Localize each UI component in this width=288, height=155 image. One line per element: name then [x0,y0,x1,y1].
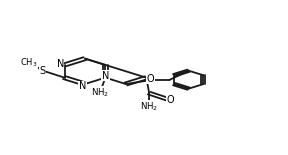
Text: O: O [147,74,154,84]
Text: O: O [167,95,175,105]
Text: S: S [40,66,46,76]
Text: N: N [102,71,109,81]
Text: CH$_3$: CH$_3$ [20,57,37,69]
Text: N: N [56,59,64,69]
Text: NH$_2$: NH$_2$ [91,87,109,99]
Text: NH$_2$: NH$_2$ [140,101,158,113]
Text: N: N [79,81,86,91]
